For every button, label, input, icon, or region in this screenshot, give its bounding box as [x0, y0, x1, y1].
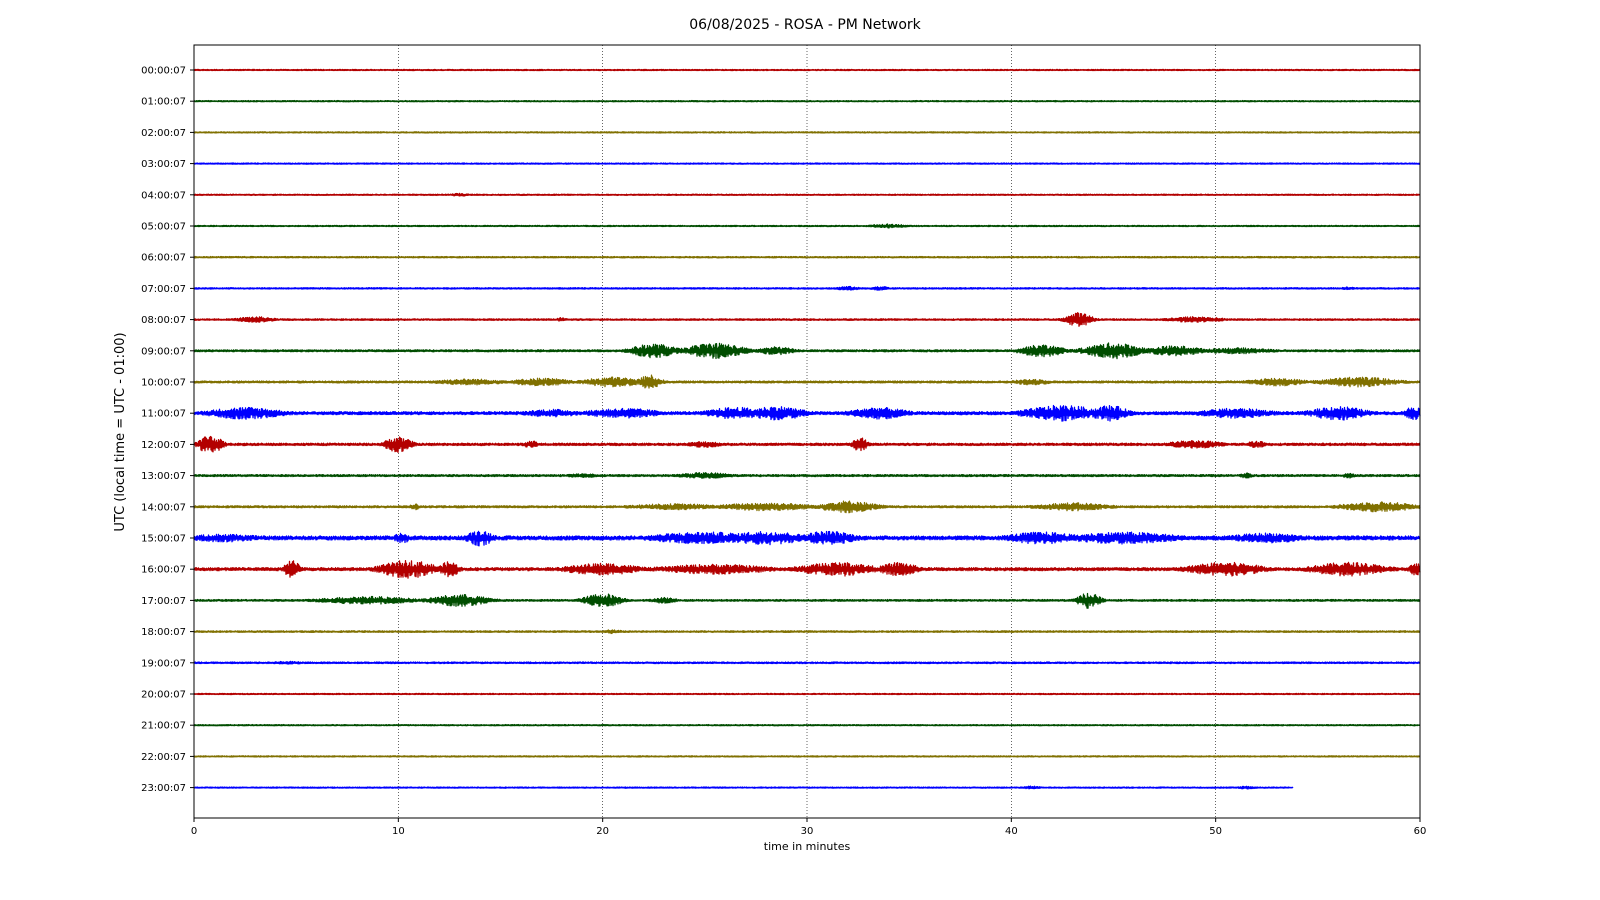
trace-07:00:07 [193, 285, 1421, 291]
y-tick-label-17:00:07: 17:00:07 [141, 596, 186, 607]
trace-00:00:07 [193, 68, 1421, 72]
trace-20:00:07 [193, 692, 1421, 696]
y-tick-label-05:00:07: 05:00:07 [141, 222, 186, 233]
trace-10:00:07 [193, 374, 1421, 389]
trace-19:00:07 [193, 660, 1421, 665]
x-tick-group: 0 10 20 30 40 50 60 [191, 818, 1427, 837]
x-tick-label-50: 50 [1209, 826, 1222, 837]
x-tick-label-30: 30 [801, 826, 814, 837]
x-tick-label-10: 10 [392, 826, 405, 837]
y-tick-label-07:00:07: 07:00:07 [141, 284, 186, 295]
y-tick-label-22:00:07: 22:00:07 [141, 752, 186, 763]
x-tick-label-40: 40 [1005, 826, 1018, 837]
trace-16:00:07 [193, 560, 1421, 579]
y-tick-label-10:00:07: 10:00:07 [141, 378, 186, 389]
trace-12:00:07 [193, 435, 1421, 454]
trace-11:00:07 [193, 404, 1421, 422]
trace-group [193, 68, 1421, 790]
trace-21:00:07 [193, 723, 1421, 727]
x-axis-label: time in minutes [764, 840, 851, 853]
trace-05:00:07 [193, 223, 1421, 229]
y-tick-group: 00:00:07 01:00:07 02:00:07 03:00:07 04:00:07… [141, 66, 194, 794]
chart-title: 06/08/2025 - ROSA - PM Network [689, 17, 921, 33]
y-tick-label-02:00:07: 02:00:07 [141, 128, 186, 139]
y-tick-label-18:00:07: 18:00:07 [141, 627, 186, 638]
trace-17:00:07 [193, 592, 1421, 609]
y-tick-label-06:00:07: 06:00:07 [141, 253, 186, 264]
y-tick-label-13:00:07: 13:00:07 [141, 471, 186, 482]
trace-06:00:07 [193, 255, 1421, 259]
trace-03:00:07 [193, 162, 1421, 165]
trace-01:00:07 [193, 99, 1421, 103]
vertical-grid-lines [398, 45, 1216, 818]
x-tick-label-20: 20 [596, 826, 609, 837]
y-tick-label-00:00:07: 00:00:07 [141, 66, 186, 77]
trace-08:00:07 [193, 312, 1421, 327]
trace-22:00:07 [193, 755, 1421, 758]
y-tick-label-16:00:07: 16:00:07 [141, 565, 186, 576]
trace-14:00:07 [193, 500, 1421, 514]
y-tick-label-21:00:07: 21:00:07 [141, 721, 186, 732]
y-tick-label-04:00:07: 04:00:07 [141, 190, 186, 201]
trace-09:00:07 [193, 342, 1421, 360]
y-tick-label-23:00:07: 23:00:07 [141, 783, 186, 794]
trace-04:00:07 [193, 192, 1421, 197]
trace-18:00:07 [193, 629, 1421, 635]
trace-23:00:07 [193, 785, 1294, 790]
y-tick-label-09:00:07: 09:00:07 [141, 346, 186, 357]
trace-02:00:07 [193, 131, 1421, 134]
x-tick-label-0: 0 [191, 826, 197, 837]
y-tick-label-08:00:07: 08:00:07 [141, 315, 186, 326]
y-tick-label-20:00:07: 20:00:07 [141, 690, 186, 701]
y-tick-label-01:00:07: 01:00:07 [141, 97, 186, 108]
trace-13:00:07 [193, 472, 1421, 479]
y-tick-label-19:00:07: 19:00:07 [141, 658, 186, 669]
y-tick-label-11:00:07: 11:00:07 [141, 409, 186, 420]
y-tick-label-03:00:07: 03:00:07 [141, 159, 186, 170]
y-tick-label-15:00:07: 15:00:07 [141, 534, 186, 545]
x-tick-label-60: 60 [1414, 826, 1427, 837]
trace-15:00:07 [193, 530, 1421, 547]
y-axis-label: UTC (local time = UTC - 01:00) [113, 332, 128, 531]
y-tick-label-14:00:07: 14:00:07 [141, 502, 186, 513]
y-tick-label-12:00:07: 12:00:07 [141, 440, 186, 451]
